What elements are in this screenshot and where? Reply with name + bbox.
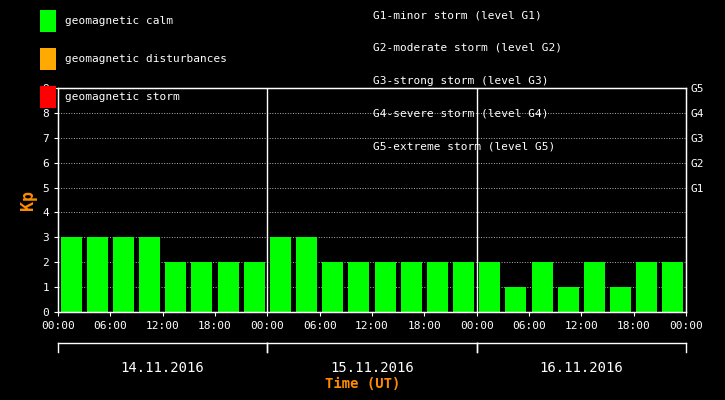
Bar xyxy=(479,262,500,312)
Bar xyxy=(61,237,81,312)
Text: 15.11.2016: 15.11.2016 xyxy=(330,361,414,375)
Bar xyxy=(139,237,160,312)
Bar xyxy=(165,262,186,312)
Y-axis label: Kp: Kp xyxy=(19,190,37,210)
Bar xyxy=(296,237,317,312)
Bar xyxy=(558,287,579,312)
Text: geomagnetic disturbances: geomagnetic disturbances xyxy=(65,54,226,64)
Bar xyxy=(244,262,265,312)
Text: 16.11.2016: 16.11.2016 xyxy=(539,361,624,375)
Bar xyxy=(87,237,108,312)
Text: geomagnetic storm: geomagnetic storm xyxy=(65,92,179,102)
Bar xyxy=(323,262,343,312)
Text: 14.11.2016: 14.11.2016 xyxy=(121,361,204,375)
Bar xyxy=(663,262,684,312)
Text: G4-severe storm (level G4): G4-severe storm (level G4) xyxy=(373,108,549,118)
Bar xyxy=(349,262,369,312)
Bar xyxy=(637,262,658,312)
Text: geomagnetic calm: geomagnetic calm xyxy=(65,16,173,26)
Bar xyxy=(505,287,526,312)
Bar xyxy=(427,262,448,312)
Bar xyxy=(453,262,474,312)
Bar xyxy=(191,262,212,312)
Text: G3-strong storm (level G3): G3-strong storm (level G3) xyxy=(373,76,549,86)
Bar xyxy=(218,262,239,312)
Text: Time (UT): Time (UT) xyxy=(325,377,400,391)
Text: G2-moderate storm (level G2): G2-moderate storm (level G2) xyxy=(373,43,563,53)
Text: G5-extreme storm (level G5): G5-extreme storm (level G5) xyxy=(373,141,555,151)
Bar xyxy=(610,287,631,312)
Bar xyxy=(531,262,552,312)
Text: G1-minor storm (level G1): G1-minor storm (level G1) xyxy=(373,10,542,20)
Bar xyxy=(401,262,422,312)
Bar xyxy=(113,237,134,312)
Bar xyxy=(584,262,605,312)
Bar xyxy=(375,262,396,312)
Bar xyxy=(270,237,291,312)
